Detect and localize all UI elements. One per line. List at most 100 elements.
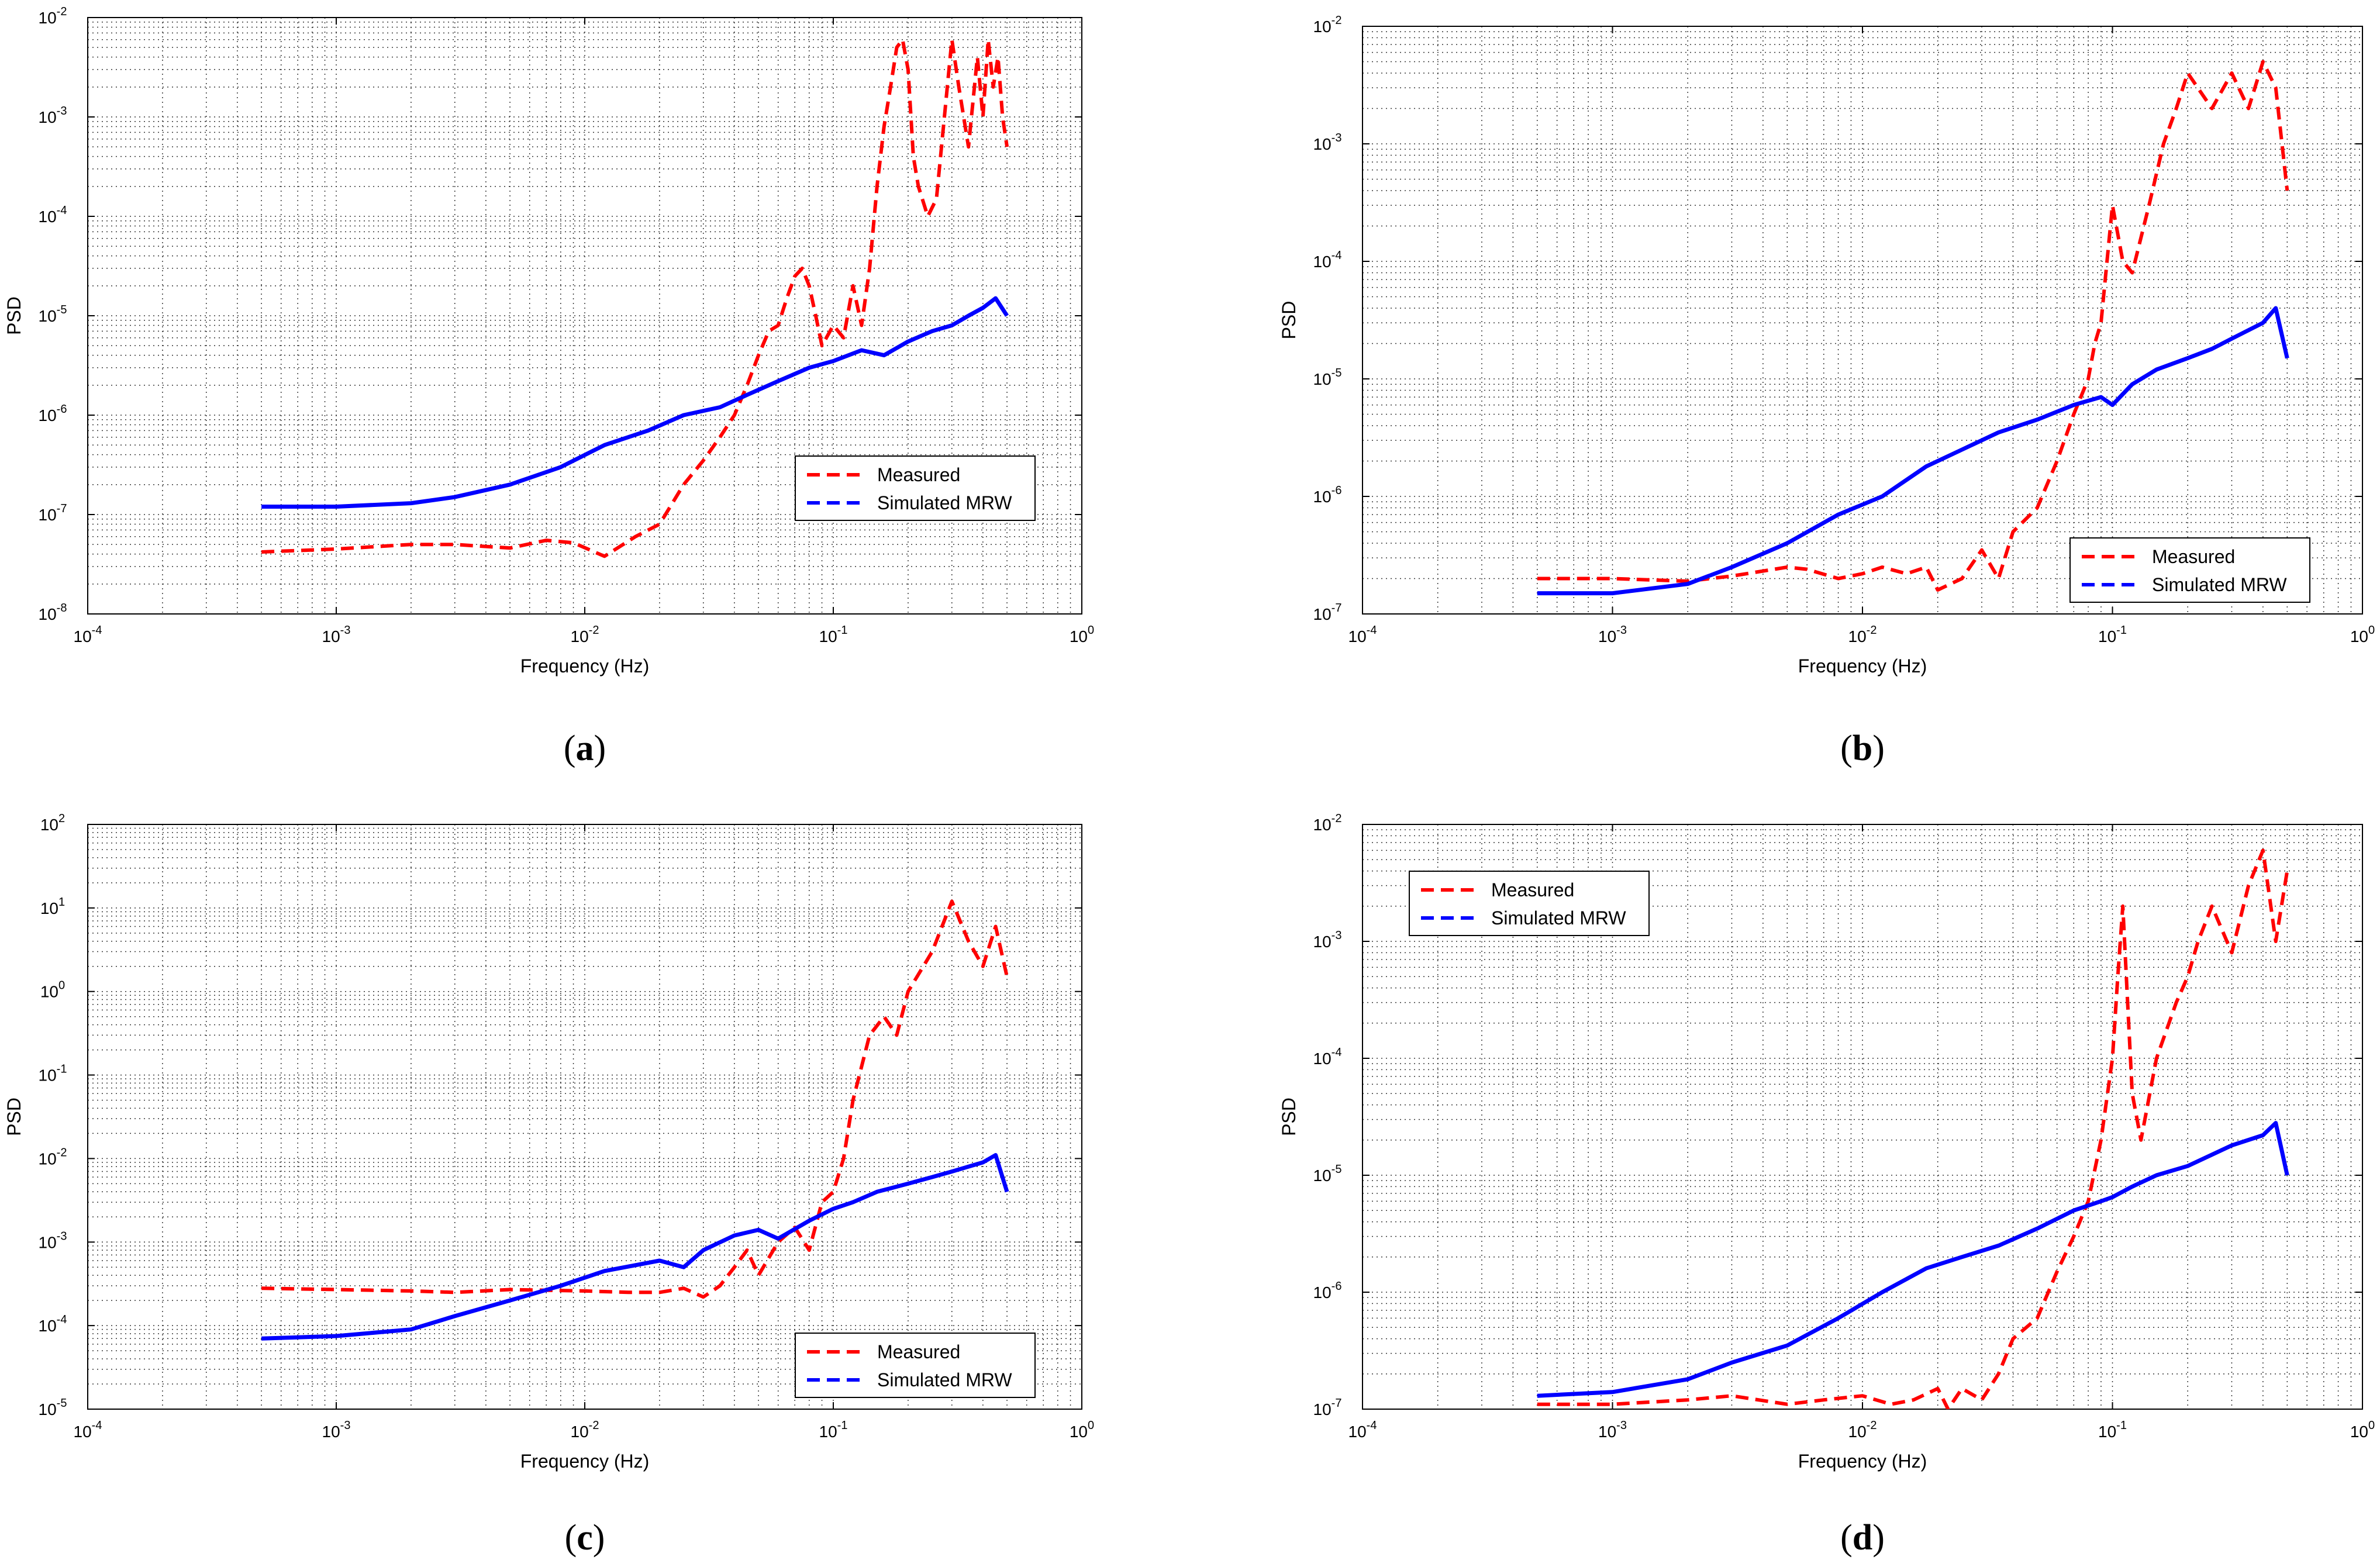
x-tick-label: 100 — [2350, 1419, 2375, 1441]
y-axis-label: PSD — [4, 296, 25, 335]
x-tick-base: 10 — [1348, 627, 1367, 646]
panel-label-close: ) — [594, 729, 606, 768]
y-tick-label: 10-5 — [1313, 1163, 1342, 1185]
chart-panel-a: 10-4 10-3 10-2 10-1 10010-810-710-610-510-41… — [4, 5, 1094, 768]
y-tick-base: 10 — [1313, 18, 1332, 36]
series-line-simulated-mrw — [261, 1153, 1009, 1341]
panel-label-a: (a) — [564, 729, 606, 768]
y-tick-base: 10 — [39, 1233, 57, 1251]
x-tick-exponent: -3 — [340, 624, 351, 637]
x-tick-base: 10 — [1348, 1423, 1367, 1441]
y-tick-exponent: -3 — [1332, 929, 1342, 942]
y-tick-exponent: -7 — [57, 502, 67, 515]
series-group — [1537, 848, 2289, 1409]
y-tick-base: 10 — [39, 506, 57, 524]
y-tick-base: 10 — [1313, 135, 1332, 153]
x-tick-label: 10-4 — [1348, 1419, 1377, 1441]
y-axis-label: PSD — [4, 1097, 25, 1136]
x-tick-base: 10 — [2098, 1423, 2116, 1441]
y-tick-base: 10 — [1313, 370, 1332, 388]
y-tick-exponent: -4 — [1332, 1046, 1342, 1059]
panel-label-open: ( — [564, 729, 576, 768]
x-tick-base: 10 — [819, 627, 837, 646]
y-tick-label: 10-4 — [39, 204, 67, 226]
y-tick-label: 10-7 — [1313, 1397, 1342, 1418]
chart-panel-c: 10-4 10-3 10-2 10-1 10010-510-410-310-210-11… — [4, 812, 1094, 1558]
y-tick-base: 10 — [40, 983, 58, 1001]
x-tick-base: 10 — [74, 1423, 92, 1441]
panel-label-close: ) — [1872, 729, 1885, 768]
x-tick-exponent: -3 — [1616, 1419, 1627, 1432]
y-tick-label: 102 — [40, 812, 65, 834]
x-tick-base: 10 — [1848, 1423, 1867, 1441]
y-tick-base: 10 — [39, 208, 57, 226]
y-tick-base: 10 — [1313, 488, 1332, 506]
y-tick-base: 10 — [1313, 933, 1332, 951]
x-tick-exponent: 0 — [2368, 624, 2375, 637]
legend: Measured Simulated MRW — [795, 1333, 1036, 1398]
x-tick-base: 10 — [819, 1423, 837, 1441]
y-tick-label: 10-7 — [39, 502, 67, 524]
x-tick-base: 10 — [74, 627, 92, 646]
x-tick-base: 10 — [1070, 1423, 1088, 1441]
y-tick-exponent: 0 — [58, 979, 65, 992]
y-tick-label: 10-3 — [1313, 929, 1342, 951]
panel-label-close: ) — [1872, 1518, 1885, 1558]
y-tick-exponent: -4 — [57, 204, 67, 217]
y-tick-exponent: -6 — [57, 403, 67, 416]
x-tick-exponent: -4 — [92, 624, 102, 637]
panel-label-open: ( — [1840, 729, 1853, 768]
y-tick-label: 10-4 — [39, 1313, 67, 1335]
x-tick-base: 10 — [571, 1423, 589, 1441]
y-tick-label: 10-2 — [1313, 812, 1342, 834]
legend-box — [795, 1333, 1036, 1398]
y-tick-label: 10-6 — [39, 403, 67, 424]
y-tick-label: 100 — [40, 979, 65, 1001]
legend: Measured Simulated MRW — [1409, 871, 1650, 936]
y-tick-exponent: -2 — [57, 5, 67, 18]
x-tick-base: 10 — [322, 627, 340, 646]
grid — [1363, 824, 2362, 1409]
x-tick-base: 10 — [2098, 627, 2116, 646]
legend-box — [1409, 871, 1650, 936]
y-tick-exponent: -2 — [1332, 812, 1342, 825]
panel-label-open: ( — [1840, 1518, 1853, 1558]
x-tick-exponent: -3 — [1616, 624, 1627, 637]
x-tick-label: 10-1 — [819, 1419, 848, 1441]
x-tick-exponent: -2 — [589, 1419, 599, 1432]
y-tick-exponent: -7 — [1332, 602, 1342, 615]
panel-label-letter: c — [577, 1518, 593, 1558]
panel-label-close: ) — [593, 1518, 605, 1558]
panel-label-letter: a — [576, 729, 594, 768]
x-tick-label: 10-2 — [571, 1419, 599, 1441]
y-tick-base: 10 — [1313, 1283, 1332, 1302]
x-tick-exponent: 0 — [1088, 624, 1094, 637]
series-line-simulated-mrw — [261, 296, 1009, 509]
chart-panel-b: 10-4 10-3 10-2 10-1 10010-710-610-510-410-31… — [1278, 14, 2375, 768]
y-tick-label: 10-8 — [39, 602, 67, 623]
y-tick-exponent: -5 — [57, 1397, 67, 1410]
panel-label-letter: d — [1853, 1518, 1872, 1558]
y-tick-label: 10-2 — [39, 5, 67, 27]
legend: Measured Simulated MRW — [2069, 537, 2310, 603]
y-tick-label: 10-1 — [39, 1063, 67, 1085]
x-tick-label: 10-4 — [1348, 624, 1377, 646]
y-tick-exponent: -1 — [57, 1063, 67, 1076]
x-tick-label: 10-4 — [74, 624, 102, 646]
y-tick-label: 10-6 — [1313, 484, 1342, 506]
x-tick-label: 100 — [1070, 1419, 1094, 1441]
x-tick-label: 10-2 — [1848, 1419, 1877, 1441]
y-tick-base: 10 — [39, 1150, 57, 1168]
legend-label-measured: Measured — [2152, 546, 2235, 567]
x-tick-base: 10 — [2350, 1423, 2368, 1441]
x-tick-exponent: -1 — [2116, 624, 2127, 637]
x-tick-label: 10-1 — [819, 624, 848, 646]
x-tick-exponent: -2 — [589, 624, 599, 637]
legend-box — [2069, 537, 2310, 603]
y-tick-base: 10 — [39, 1400, 57, 1418]
y-tick-exponent: -6 — [1332, 1280, 1342, 1293]
y-tick-label: 10-5 — [39, 303, 67, 325]
y-tick-exponent: -5 — [57, 303, 67, 316]
x-tick-base: 10 — [571, 627, 589, 646]
x-tick-label: 100 — [1070, 624, 1094, 646]
